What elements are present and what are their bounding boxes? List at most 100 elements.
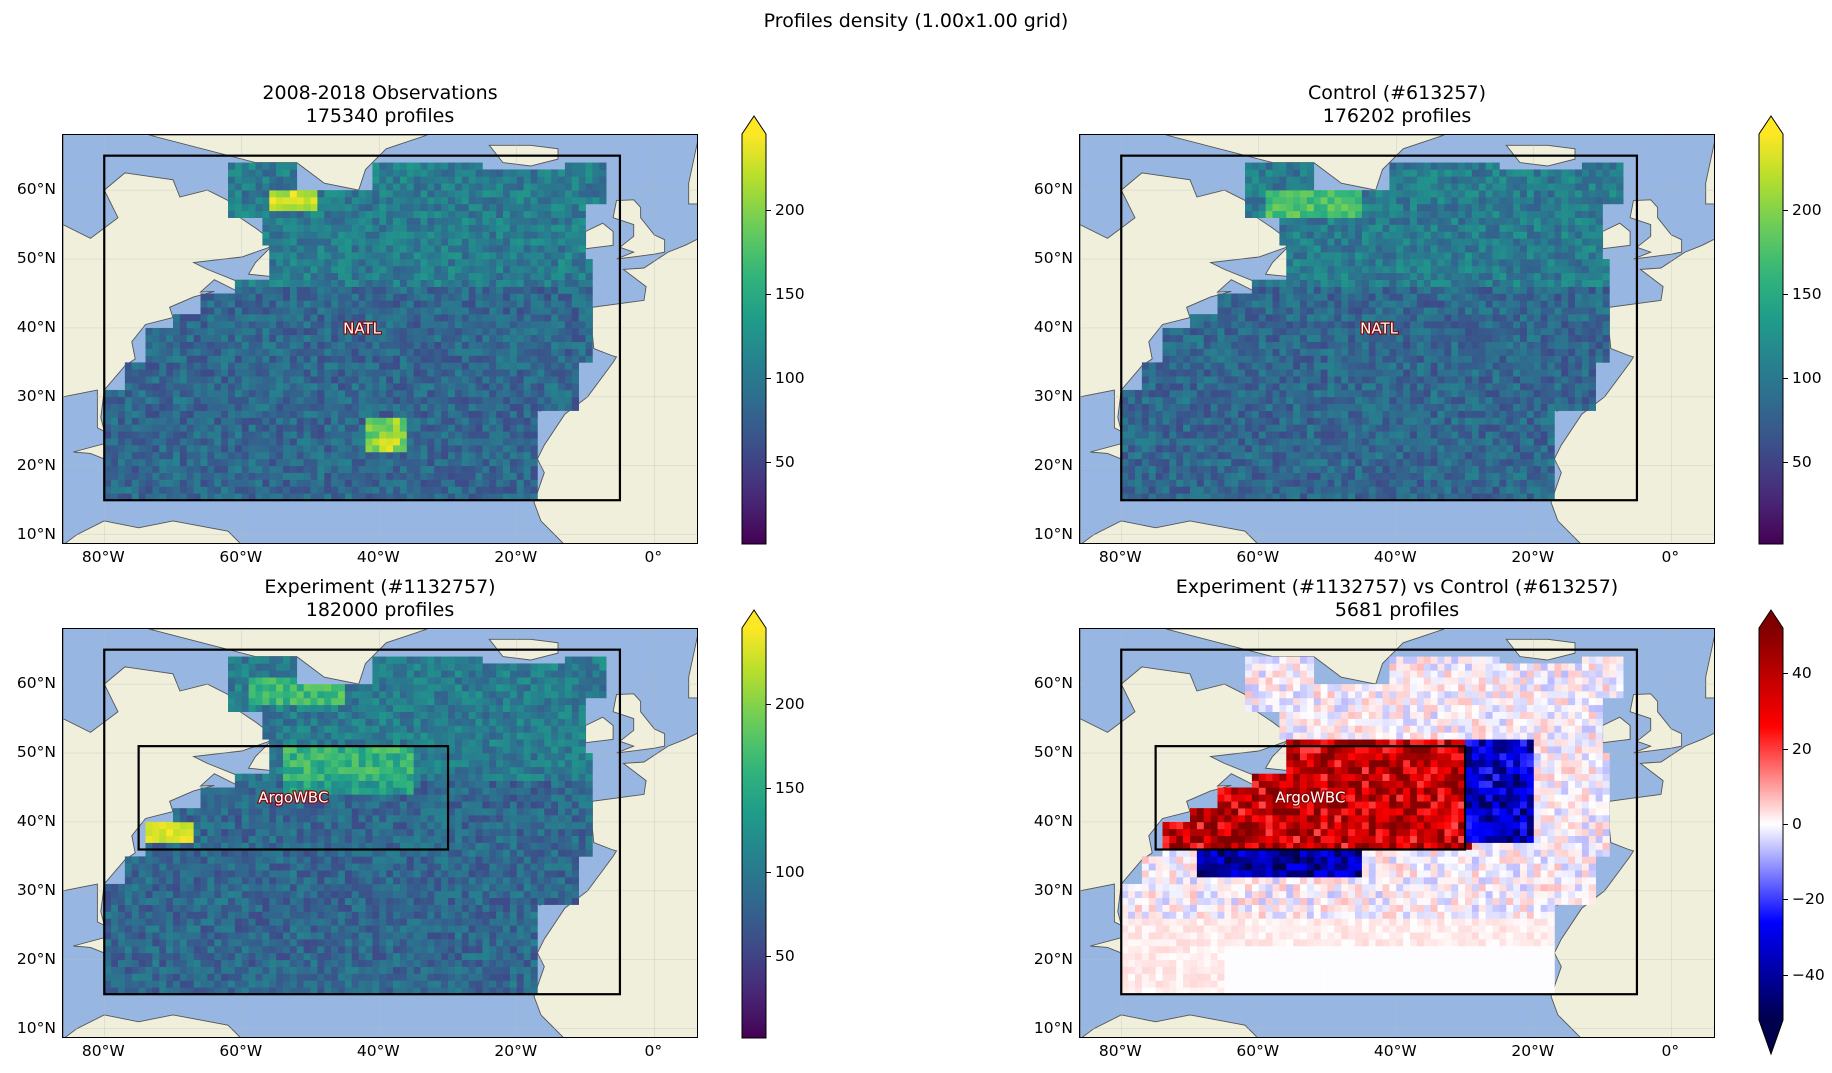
land-polygon [1081,1014,1258,1037]
x-tick-label: 40°W [356,548,400,566]
natl-region-box [103,648,622,996]
y-tick-label: 30°N [16,386,56,405]
panel-1-title-line1: 2008-2018 Observations [262,82,498,104]
colorbar-tick-label: 100 [775,368,805,387]
argowbc-region-box [1154,745,1467,851]
x-tick-label: 20°W [1511,1042,1555,1060]
region-label: NATL [343,319,381,337]
x-tick-label: 0° [644,1042,663,1060]
region-label: NATL [1360,319,1398,337]
x-tick-label: 60°W [1236,548,1280,566]
x-tick-label: 60°W [219,1042,263,1060]
land-polygon [688,636,697,699]
x-tick-label: 40°W [356,1042,400,1060]
colorbar-tick-mark [766,787,771,789]
panel-2-map-svg: NATL [1080,135,1714,543]
colorbar-tick-mark [766,461,771,463]
x-tick-label: 0° [644,548,663,566]
land-polygon [612,693,666,754]
argowbc-region-box [137,745,450,851]
panel-1-colorbar [741,115,767,545]
panel-2-title-line2: 176202 profiles [1322,105,1472,127]
colorbar-tick-mark [766,293,771,295]
colorbar-tick-mark [1783,899,1788,901]
x-tick-label: 60°W [219,548,263,566]
colorbar-tick-mark [766,871,771,873]
y-tick-label: 40°N [16,317,56,336]
panel-4-map: ArgoWBC [1079,628,1715,1038]
panel-4-map-svg: ArgoWBC [1080,629,1714,1037]
x-tick-label: 80°W [1098,548,1142,566]
panel-4-title-line2: 5681 profiles [1334,599,1460,621]
colorbar-tick-mark [1783,377,1788,379]
land-polygon [64,520,241,543]
land-polygon [612,199,666,260]
y-tick-label: 10°N [16,524,56,543]
panel-1-title-line2: 175340 profiles [305,105,455,127]
colorbar-tick-label: −20 [1792,890,1825,909]
natl-region-box [1120,648,1639,996]
y-tick-label: 10°N [16,1018,56,1037]
land-polygon [64,1014,241,1037]
panel-2-density-cells [1121,162,1624,501]
colorbar-tick-mark [1783,461,1788,463]
colorbar-tick-label: 150 [775,778,805,797]
panel-3-title-line2: 182000 profiles [305,599,455,621]
land-polygon [533,732,697,1037]
y-tick-label: 50°N [16,743,56,762]
land-polygon [1705,142,1714,205]
y-tick-label: 40°N [16,811,56,830]
panel-3-density-cells [104,656,607,995]
panel-2-colorbar [1758,115,1784,545]
colorbar-tick-mark [766,377,771,379]
x-tick-label: 80°W [1098,1042,1142,1060]
x-tick-label: 20°W [494,1042,538,1060]
panel-2-map: NATL [1079,134,1715,544]
panel-1-map: NATL [62,134,698,544]
y-tick-label: 30°N [1033,880,1073,899]
y-tick-label: 60°N [1033,180,1073,199]
colorbar-tick-label: 150 [775,284,805,303]
colorbar-tick-label: 200 [1792,200,1822,219]
colorbar-tick-mark [1783,974,1788,976]
panel-4-title: Experiment (#1132757) vs Control (#61325… [1079,576,1715,622]
y-tick-label: 10°N [1033,1018,1073,1037]
colorbar-tick-label: 50 [1792,452,1812,471]
x-tick-label: 20°W [494,548,538,566]
panel-1-map-svg: NATL [63,135,697,543]
colorbar-tick-label: −40 [1792,965,1825,984]
y-tick-label: 20°N [16,455,56,474]
colorbar-tick-label: 100 [1792,368,1822,387]
land-polygon [1550,238,1714,543]
natl-region-box [1120,154,1639,502]
x-tick-label: 0° [1661,1042,1680,1060]
colorbar-tick-mark [1783,293,1788,295]
colorbar-tick-label: 100 [775,862,805,881]
x-tick-label: 40°W [1373,548,1417,566]
colorbar-tick-label: 200 [775,694,805,713]
region-label: ArgoWBC [1275,789,1345,807]
x-tick-label: 80°W [81,1042,125,1060]
panel-4-colorbar [1758,609,1784,1056]
colorbar-tick-label: 20 [1792,739,1812,758]
panel-4-density-cells [1121,656,1624,995]
land-polygon [1705,636,1714,699]
colorbar-tick-mark [766,955,771,957]
x-tick-label: 20°W [1511,548,1555,566]
panel-3-title: Experiment (#1132757) 182000 profiles [62,576,698,622]
land-polygon [1081,520,1258,543]
y-tick-label: 40°N [1033,317,1073,336]
y-tick-label: 60°N [1033,674,1073,693]
panel-3-title-line1: Experiment (#1132757) [264,576,496,598]
colorbar-tick-mark [1783,673,1788,675]
panel-3-map-svg: ArgoWBC [63,629,697,1037]
panel-3-colorbar [741,609,767,1039]
colorbar-tick-label: 40 [1792,664,1812,683]
x-tick-label: 60°W [1236,1042,1280,1060]
region-label: ArgoWBC [258,789,328,807]
colorbar-tick-label: 0 [1792,815,1802,833]
land-polygon [533,238,697,543]
y-tick-label: 50°N [1033,743,1073,762]
y-tick-label: 50°N [16,249,56,268]
